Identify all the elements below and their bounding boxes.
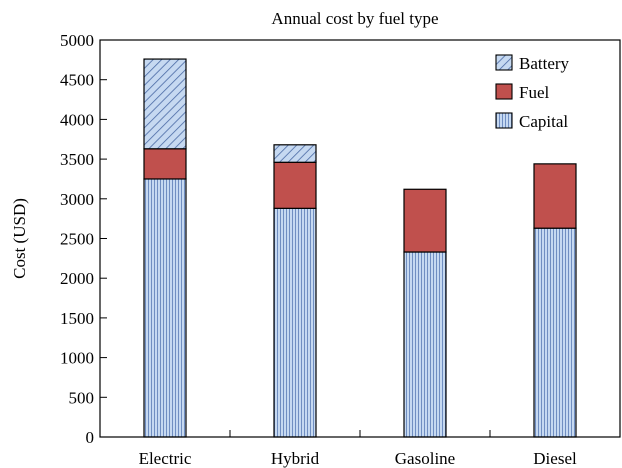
y-tick-label: 3500 bbox=[60, 150, 94, 169]
y-tick-label: 4500 bbox=[60, 71, 94, 90]
bar-segment-fuel bbox=[273, 161, 317, 209]
y-axis-ticks: 0 500 1000 1500 2000 2500 3000 3500 4000 4500 5000 bbox=[60, 31, 107, 447]
bar-segment-fuel bbox=[143, 148, 187, 180]
x-tick-label: Gasoline bbox=[395, 449, 455, 468]
bar-segment-fuel bbox=[533, 163, 577, 229]
legend-swatch-battery bbox=[495, 54, 513, 71]
bar-segment-battery bbox=[143, 58, 187, 150]
bar-segment-fuel bbox=[403, 188, 447, 253]
y-tick-label: 2500 bbox=[60, 230, 94, 249]
y-tick-label: 5000 bbox=[60, 31, 94, 50]
bar-segment-capital bbox=[273, 207, 317, 438]
legend: Battery Fuel Capital bbox=[495, 54, 570, 131]
legend-swatch-capital bbox=[495, 112, 513, 129]
y-axis-label: Cost (USD) bbox=[10, 198, 29, 279]
legend-label-battery: Battery bbox=[519, 54, 570, 73]
plot-frame bbox=[99, 39, 621, 438]
y-tick-label: 4000 bbox=[60, 110, 94, 129]
x-axis-ticks: Electric Hybrid Gasoline Diesel bbox=[139, 430, 577, 468]
chart-title: Annual cost by fuel type bbox=[271, 9, 438, 28]
y-tick-label: 1500 bbox=[60, 309, 94, 328]
x-tick-label: Electric bbox=[139, 449, 192, 468]
bar-segment-battery bbox=[273, 144, 317, 163]
bar-segment-capital bbox=[533, 227, 577, 438]
y-tick-label: 0 bbox=[86, 428, 95, 447]
y-tick-label: 500 bbox=[69, 388, 95, 407]
y-tick-label: 3000 bbox=[60, 190, 94, 209]
legend-label-capital: Capital bbox=[519, 112, 568, 131]
x-tick-label: Diesel bbox=[533, 449, 577, 468]
legend-label-fuel: Fuel bbox=[519, 83, 550, 102]
y-tick-label: 2000 bbox=[60, 269, 94, 288]
bar-segment-capital bbox=[143, 178, 187, 438]
y-tick-label: 1000 bbox=[60, 349, 94, 368]
legend-swatch-fuel bbox=[495, 83, 513, 100]
bar-segment-capital bbox=[403, 251, 447, 438]
x-tick-label: Hybrid bbox=[271, 449, 320, 468]
bar-stacks bbox=[143, 58, 577, 438]
